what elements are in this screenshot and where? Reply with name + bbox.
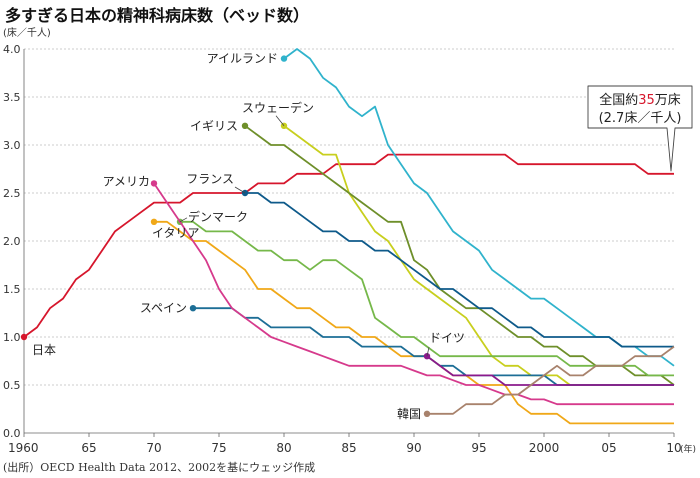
series-line <box>23 153 674 338</box>
y-tick-label: 0.5 <box>3 379 21 392</box>
series-start-marker <box>423 410 431 417</box>
callout-box <box>587 85 693 172</box>
y-tick-label: 3.5 <box>3 91 21 104</box>
series-line <box>245 192 674 348</box>
x-tick-label: 85 <box>341 441 356 455</box>
callout-number: 35 <box>638 93 655 108</box>
x-tick-label: 90 <box>406 441 421 455</box>
y-tick-label: 1.5 <box>3 283 21 296</box>
x-tick-label: 10 <box>666 441 681 455</box>
source-note: (出所）OECD Health Data 2012、2002を基にウェッジ作成 <box>3 461 316 474</box>
series-line <box>153 182 674 406</box>
series-label: フランス <box>186 172 234 186</box>
series-label: イギリス <box>190 119 238 133</box>
series-line <box>193 307 674 386</box>
series-label: 韓国 <box>397 407 421 421</box>
series-start-marker <box>189 305 197 312</box>
series-start-marker <box>280 55 288 62</box>
series-label-leader <box>275 115 285 127</box>
y-tick-label: 2.5 <box>3 187 21 200</box>
series-start-marker <box>241 122 249 129</box>
series-label: スペイン <box>140 301 187 315</box>
y-tick-label: 4.0 <box>3 43 21 56</box>
series-label: 日本 <box>32 343 56 357</box>
series-line <box>426 355 674 386</box>
series-start-marker <box>20 333 28 341</box>
callout-text-line2: (2.7床／千人) <box>599 111 682 126</box>
series-label: スウェーデン <box>242 100 314 115</box>
x-tick-label: 1960 <box>8 441 39 455</box>
x-tick-label: 65 <box>81 441 96 455</box>
series-label: ドイツ <box>429 331 465 345</box>
x-tick-label: 70 <box>146 441 161 455</box>
y-tick-label: 2.0 <box>3 235 21 248</box>
series-line <box>154 220 674 425</box>
series-label-leader <box>234 186 246 194</box>
y-tick-label: 1.0 <box>3 331 21 344</box>
y-tick-label: 0.0 <box>3 427 21 440</box>
x-tick-label: 95 <box>471 441 486 455</box>
callout-prefix: 全国約 <box>599 92 638 108</box>
series-start-marker <box>150 218 158 225</box>
chart-title: 多すぎる日本の精神科病床数（ベッド数） <box>5 6 310 25</box>
series-label: デンマーク <box>188 209 248 224</box>
series-label: アイルランド <box>207 52 278 66</box>
x-tick-label: 75 <box>211 441 226 455</box>
series-label-leader <box>426 347 430 357</box>
series-line <box>180 220 674 377</box>
x-tick-label: 80 <box>276 441 291 455</box>
series-start-marker <box>150 180 158 187</box>
series-label: イタリア <box>152 226 200 240</box>
callout-suffix: 万床 <box>655 93 681 108</box>
y-axis-unit-label: (床／千人) <box>3 28 51 39</box>
x-axis-unit-label: (年) <box>680 443 696 455</box>
callout-text-line1: 全国約35万床 <box>599 92 681 108</box>
x-tick-label: 05 <box>601 441 616 455</box>
series-label: アメリカ <box>103 174 150 188</box>
y-tick-label: 3.0 <box>3 139 21 152</box>
series-line <box>427 345 675 415</box>
series-label-leader <box>179 217 188 223</box>
x-tick-label: 2000 <box>529 441 560 455</box>
